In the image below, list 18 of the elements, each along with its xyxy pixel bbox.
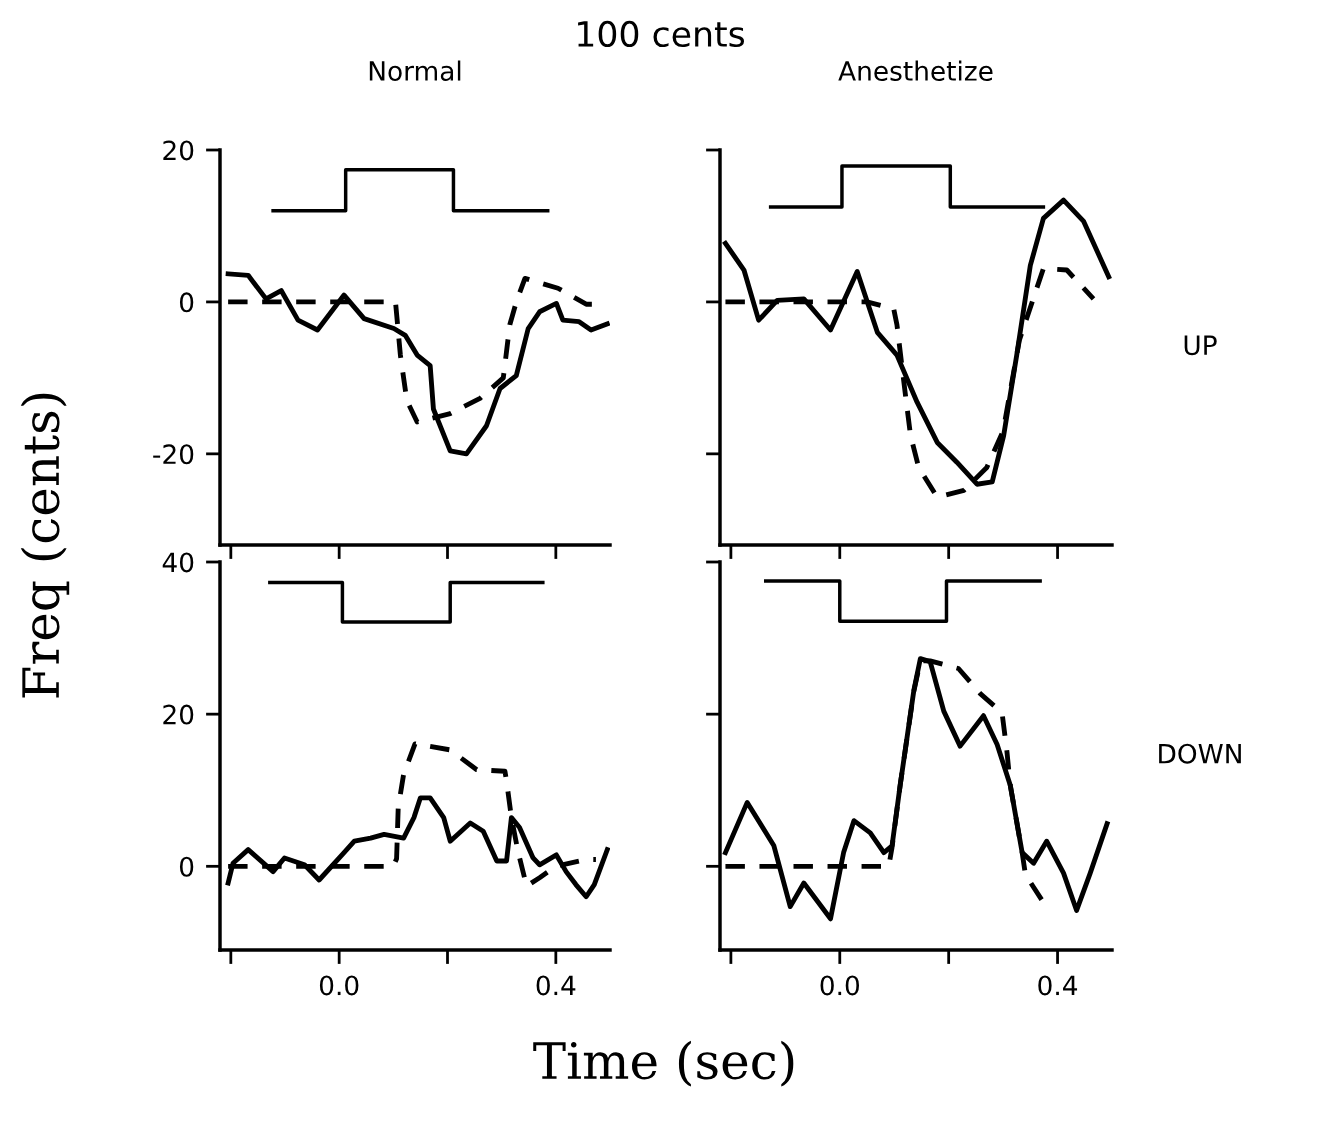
x-tick-label: 0.0 [820, 975, 860, 996]
y-tick-label: 0 [179, 856, 194, 877]
x-tick-label: 0.4 [536, 975, 576, 996]
text: UP [1184, 335, 1217, 356]
chart-title: Normal [369, 60, 461, 81]
chart-title: Anesthetize [838, 60, 993, 81]
text: DOWN [1159, 743, 1241, 764]
y-tick-label: 20 [163, 140, 194, 161]
y-tick-label: -20 [153, 444, 194, 465]
y-axis-title: Freq (cents) [20, 393, 70, 698]
text: 100 cents [578, 20, 745, 48]
y-tick-label: 20 [163, 704, 194, 725]
y-tick-label: 0 [179, 292, 194, 313]
x-tick-label: 0.0 [319, 975, 359, 996]
line-series [225, 271, 610, 457]
x-axis-title: Time (sec) [533, 1040, 794, 1087]
x-tick-label: 0.4 [1038, 975, 1078, 996]
y-tick-label: 40 [162, 552, 194, 573]
